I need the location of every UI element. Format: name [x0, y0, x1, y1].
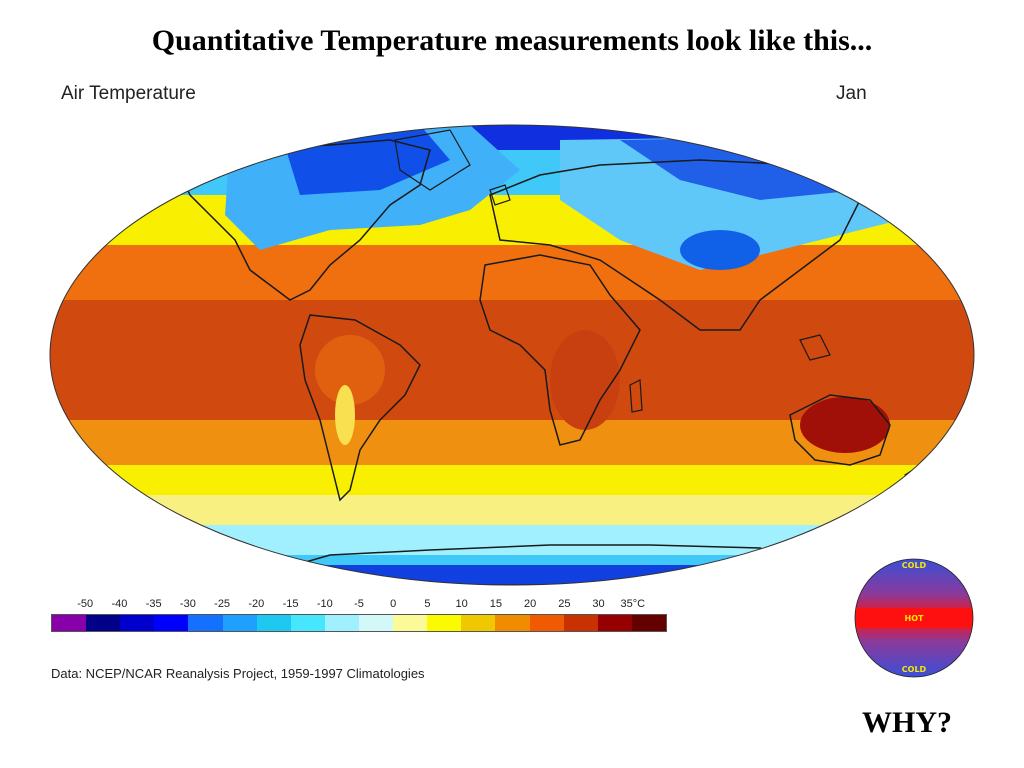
australia-outline — [789, 394, 891, 466]
africa-warm — [550, 330, 620, 430]
legend-swatch — [631, 615, 666, 631]
legend-swatch — [529, 615, 564, 631]
globe-outline — [854, 558, 974, 678]
map-title: Air Temperature — [61, 83, 196, 104]
coastlines — [178, 139, 891, 585]
legend-tick-label: -5 — [354, 598, 364, 610]
hot-cold-globe: COLD HOT COLD — [854, 558, 974, 678]
legend-tick-label: -35 — [145, 598, 162, 610]
legend-tick-label: -20 — [248, 598, 265, 610]
legend-tick-label: 10 — [455, 598, 468, 610]
legend-tick-labels: -50 -40 -35 -30 -25 -20 -15 -10 -5 0 5 10 15 20 25 30 35… — [51, 598, 667, 612]
legend-swatch — [120, 615, 155, 631]
legend-tick-label: 0 — [390, 598, 397, 610]
legend-tick-label: -25 — [214, 598, 231, 610]
map-ellipse — [50, 125, 974, 585]
band-arctic — [50, 125, 974, 150]
andes-cool — [335, 385, 355, 445]
legend-tick-label: 25 — [558, 598, 571, 610]
legend-swatch — [597, 615, 632, 631]
legend-swatch — [358, 615, 394, 631]
slide-title: Quantitative Temperature measurements lo… — [151, 24, 873, 57]
globe-middle-label: HOT — [905, 614, 924, 623]
south-america-outline — [299, 314, 421, 502]
globe-equator-band — [855, 608, 973, 628]
indonesia-outline — [799, 334, 831, 361]
legend-swatch — [188, 615, 223, 631]
legend-tick-label: 20 — [523, 598, 537, 610]
data-source-note: Data: NCEP/NCAR Reanalysis Project, 1959… — [51, 666, 425, 681]
uk-outline — [489, 184, 511, 206]
tibet-cold — [680, 230, 760, 270]
temperature-legend-bar — [51, 614, 667, 632]
legend-tick-label: -40 — [111, 598, 128, 610]
madagascar-outline — [629, 379, 643, 413]
south-america-warm — [315, 335, 385, 405]
legend-tick-label: 5 — [424, 598, 431, 610]
legend-swatch — [256, 615, 291, 631]
legend-swatch — [290, 615, 325, 631]
legend-tick-label: -15 — [282, 598, 299, 610]
legend-swatch — [427, 615, 462, 631]
legend-swatch — [495, 615, 530, 631]
africa-outline — [479, 254, 641, 446]
band-south-mid — [50, 495, 974, 525]
globe-bottom-label: COLD — [902, 665, 927, 674]
band-north-subtropic — [50, 245, 974, 300]
australia-hot — [800, 397, 890, 453]
eurasia-outline — [489, 159, 861, 331]
globe-top-label: COLD — [902, 561, 927, 570]
legend-tick-label: 15 — [489, 598, 502, 610]
legend-swatch — [461, 615, 496, 631]
legend-swatch — [393, 615, 428, 631]
map-month: Jan — [836, 83, 867, 104]
legend-tick-label: -50 — [77, 598, 94, 610]
legend-tick-label: -30 — [179, 598, 196, 610]
band-south-cyan — [50, 525, 974, 555]
legend-swatch — [154, 615, 189, 631]
legend-tick-label: -10 — [316, 598, 333, 610]
legend-tick-label: 30 — [592, 598, 605, 610]
legend-swatch — [563, 615, 598, 631]
legend-swatch — [324, 615, 359, 631]
legend-swatch — [222, 615, 257, 631]
antarctica-outline — [249, 544, 833, 585]
why-text: WHY? — [862, 706, 952, 739]
greenland-outline — [394, 129, 471, 191]
legend-swatch — [86, 615, 121, 631]
legend-swatch — [52, 615, 87, 631]
band-south-yellow — [50, 465, 974, 495]
north-america-outline — [178, 139, 431, 301]
legend-tick-label: 35°C — [620, 598, 646, 610]
map-border — [49, 124, 975, 586]
